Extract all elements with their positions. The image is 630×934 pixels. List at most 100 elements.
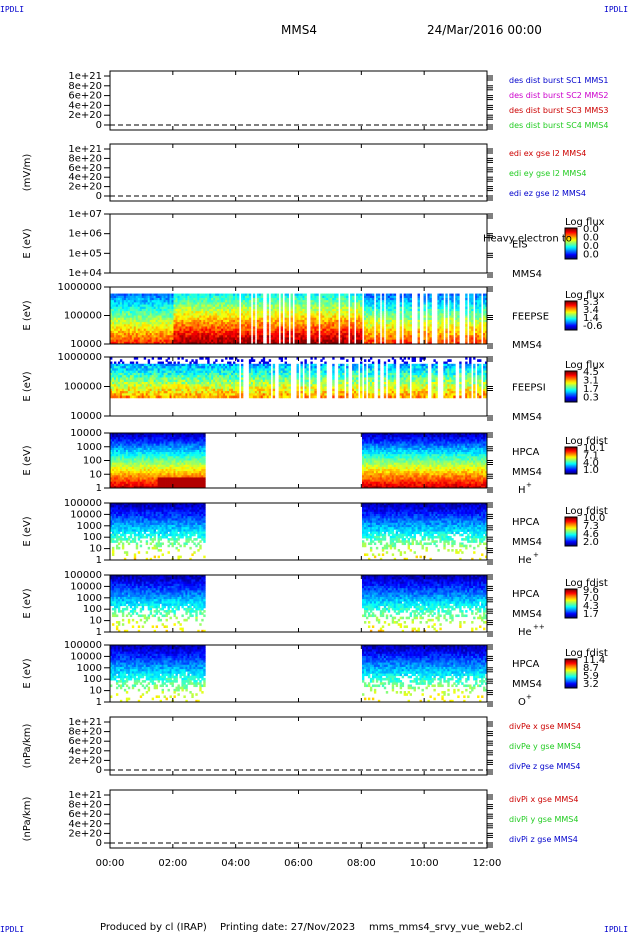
spectrogram-cell: [115, 341, 119, 345]
y-tick-label: 0: [96, 120, 102, 131]
spectrogram-cell: [169, 308, 172, 312]
spectrogram-cell: [111, 295, 115, 299]
spectrogram-cell: [215, 308, 218, 312]
spectrogram-cell: [173, 328, 176, 332]
spectrogram-cell: [187, 335, 190, 338]
spectrogram-cell: [157, 315, 160, 319]
spectrogram-cell: [141, 322, 145, 325]
colorbar-step: [565, 235, 577, 238]
spectrogram-cell: [223, 341, 226, 345]
spectrogram-cell: [157, 313, 160, 316]
spectrogram-cell: [191, 337, 194, 341]
spectrogram-cell: [139, 339, 143, 343]
spectrogram-cell: [205, 328, 208, 332]
spectrogram-cell: [135, 319, 139, 323]
spectrogram-cell: [110, 313, 113, 316]
spectrogram-cell: [171, 313, 174, 316]
spectrogram-cell: [229, 304, 232, 308]
spectrogram-cell: [119, 359, 123, 362]
spectrogram-cell: [171, 297, 174, 301]
spectrogram-cell: [143, 306, 147, 310]
spectrogram-cell: [133, 319, 137, 323]
spectrogram-cell: [141, 306, 145, 310]
spectrogram-cell: [179, 324, 182, 327]
spectrogram-cell: [213, 313, 216, 316]
spectrogram-cell: [117, 337, 121, 341]
spectrogram-cell: [159, 293, 162, 297]
spectrogram-cell: [272, 395, 276, 399]
spectrogram-cell: [173, 337, 176, 341]
spectrogram-cell: [268, 375, 272, 378]
spectrogram-cell: [153, 302, 157, 305]
spectrogram-cell: [121, 317, 125, 321]
spectrogram-cell: [155, 324, 159, 327]
spectrogram-cell: [127, 306, 131, 310]
spectrogram-cell: [205, 317, 208, 321]
spectrogram-cell: [221, 324, 224, 327]
spectrogram-cell: [149, 335, 153, 338]
spectrogram-cell: [225, 326, 228, 330]
spectrogram-cell: [187, 326, 190, 330]
spectrogram-cell: [181, 297, 184, 301]
spectrogram-cell: [125, 295, 129, 299]
spectrogram-cell: [110, 319, 113, 323]
spectrogram-cell: [145, 304, 149, 308]
spectrogram-cell: [165, 313, 168, 316]
spectrogram-cell: [213, 322, 216, 325]
spectrogram-cell: [223, 306, 226, 310]
spectrogram-cell: [151, 306, 155, 310]
spectrogram-cell: [207, 328, 210, 332]
spectrogram-cell: [165, 341, 168, 345]
spectrogram-cell: [159, 306, 162, 310]
spectrogram-cell: [141, 337, 145, 341]
spectrogram-cell: [288, 381, 291, 385]
spectrogram-cell: [141, 308, 145, 312]
spectrogram-cell: [157, 302, 160, 305]
colorbar-tick-label: -0.6: [583, 321, 603, 332]
spectrogram-cell: [159, 335, 162, 338]
spectrogram-cell: [149, 313, 153, 316]
spectrogram-cell: [193, 293, 196, 297]
spectrogram-cell: [119, 304, 123, 308]
spectrogram-cell: [171, 308, 174, 312]
spectrogram-cell: [225, 333, 228, 336]
spectrogram-cell: [177, 300, 180, 303]
spectrogram-cell: [187, 295, 190, 299]
spectrogram-cell: [129, 319, 133, 323]
spectrogram-cell: [219, 339, 222, 343]
spectrogram-cell: [205, 341, 208, 345]
spectrogram-cell: [125, 341, 129, 345]
spectrogram-cell: [183, 317, 186, 321]
spectrogram-cell: [161, 330, 164, 334]
spectrogram-cell: [207, 330, 210, 334]
spectrogram-cell: [203, 337, 206, 341]
spectrogram-cell: [121, 302, 125, 305]
spectrogram-cell: [219, 306, 222, 310]
spectrogram-cell: [147, 361, 151, 365]
spectrogram-cell: [129, 297, 133, 301]
spectrogram-cell: [177, 337, 180, 341]
spectrogram-cell: [137, 306, 141, 310]
spectrogram-cell: [115, 295, 119, 299]
spectrogram-cell: [145, 339, 149, 343]
spectrogram-cell: [189, 339, 192, 343]
spectrogram-cell: [185, 330, 188, 334]
spectrogram-cell: [141, 315, 145, 319]
spectrogram-cell: [205, 306, 208, 310]
spectrogram-cell: [223, 304, 226, 308]
spectrogram-cell: [195, 315, 198, 319]
spectrogram-cell: [141, 324, 145, 327]
spectrogram-cell: [135, 322, 139, 325]
spectrogram-cell: [167, 308, 170, 312]
spectrogram-cell: [211, 293, 214, 297]
spectrogram-cell: [157, 297, 160, 301]
spectrogram-cell: [169, 330, 172, 334]
spectrogram-cell: [135, 324, 139, 327]
spectrogram-cell: [221, 315, 224, 319]
spectrogram-cell: [268, 388, 272, 392]
spectrogram-cell: [177, 333, 180, 336]
colorbar-step: [565, 229, 577, 232]
spectrogram-cell: [123, 311, 127, 314]
spectrogram-cell: [119, 300, 123, 303]
